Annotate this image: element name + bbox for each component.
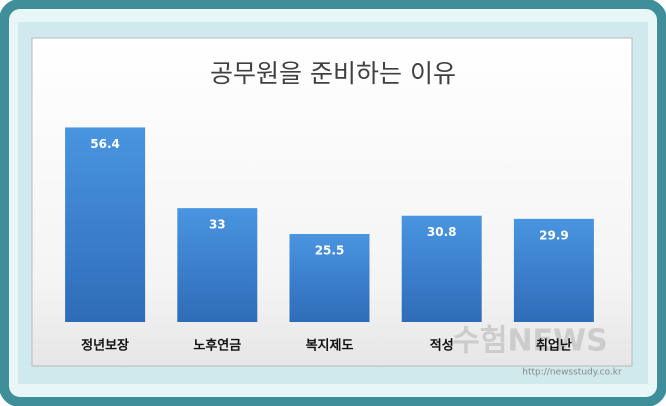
bar [401,215,482,322]
bar [65,127,146,322]
bar [513,218,594,322]
value-label: 56.4 [90,137,120,151]
value-label: 25.5 [315,244,345,258]
watermark-url: http://newsstudy.co.kr [522,368,622,378]
value-label: 30.8 [427,225,457,239]
watermark: 수험NEWS [452,324,608,359]
chart-title: 공무원을 준비하는 이유 [210,59,456,88]
bar [289,234,370,322]
x-tick-label: 복지제도 [306,339,354,354]
x-tick-label: 정년보장 [81,338,129,354]
x-tick-label: 노후연금 [193,338,241,354]
value-label: 29.9 [539,228,569,242]
x-tick-label: 취업난 [536,338,572,354]
value-label: 33 [209,218,226,232]
x-tick-label: 적성 [430,338,454,354]
bar [177,208,258,322]
